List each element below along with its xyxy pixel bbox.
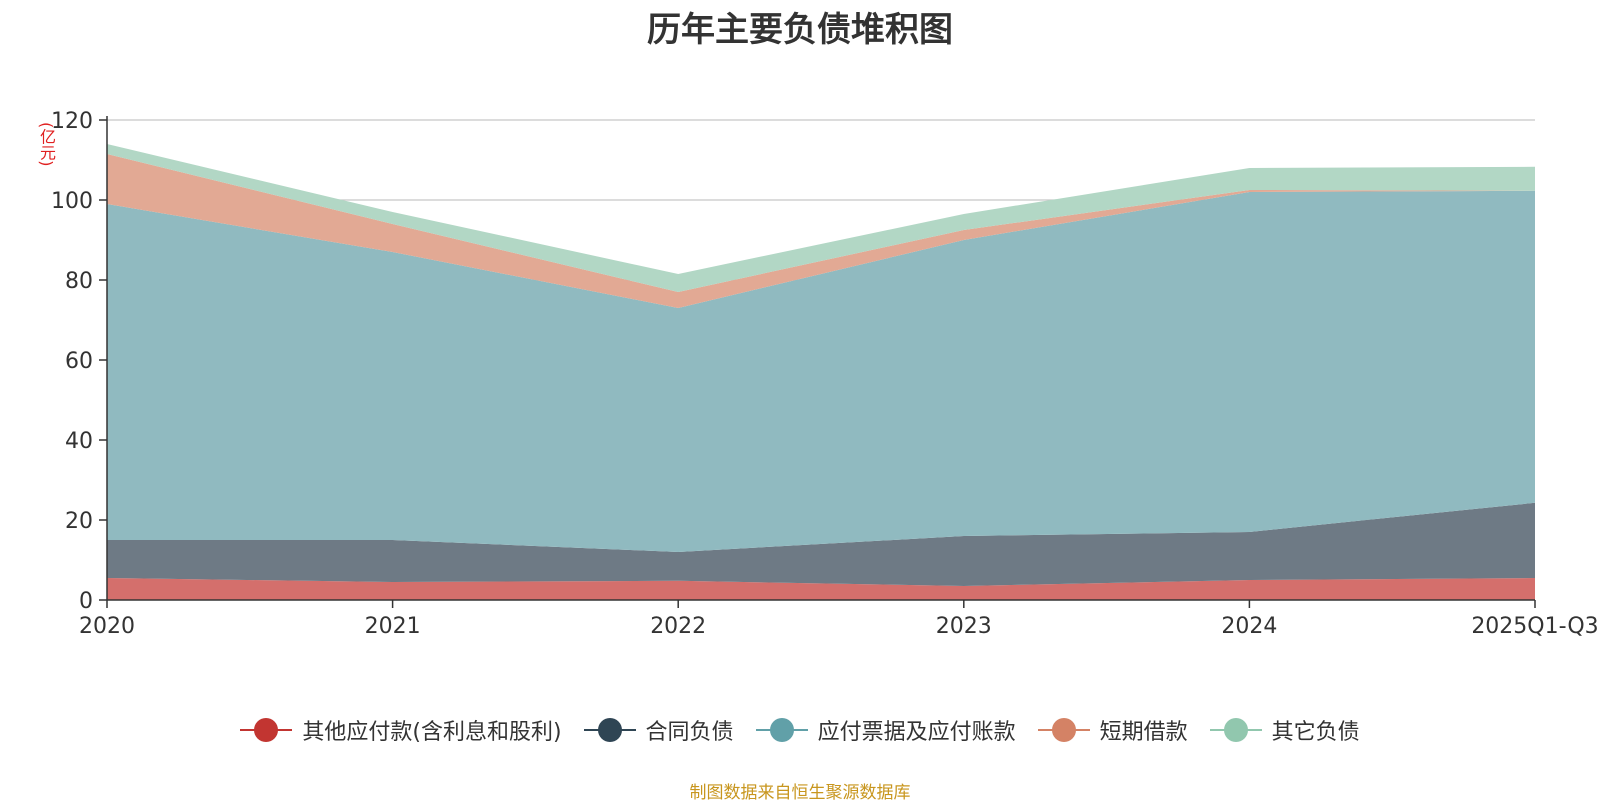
x-tick-label: 2024: [1221, 614, 1277, 639]
y-tick-label: 120: [51, 109, 93, 134]
area-series-2: [107, 190, 1535, 553]
area-series-1: [107, 502, 1535, 586]
y-tick-label: 40: [65, 429, 93, 454]
y-tick-label: 60: [65, 349, 93, 374]
legend-label: 合同负债: [645, 720, 734, 745]
legend-item[interactable]: 其他应付款(含利息和股利): [240, 714, 562, 746]
legend-marker: [755, 717, 808, 743]
legend: 其他应付款(含利息和股利) 合同负债 应付票据及应付账款 短期借款 其它负债: [0, 714, 1600, 746]
legend-item[interactable]: 短期借款: [1037, 714, 1188, 746]
y-axis-unit-label: (亿元): [37, 122, 56, 167]
axes: [99, 116, 1536, 608]
legend-label: 其它负债: [1271, 720, 1360, 745]
legend-label: 短期借款: [1099, 720, 1188, 745]
legend-item[interactable]: 其它负债: [1209, 714, 1360, 746]
legend-marker: [583, 717, 636, 743]
x-tick-label: 2020: [79, 614, 135, 639]
y-tick-label: 0: [79, 589, 93, 614]
legend-item[interactable]: 合同负债: [583, 714, 734, 746]
legend-marker: [1209, 717, 1262, 743]
area-series-0: [107, 578, 1535, 600]
stacked-area-chart: 0 20 40 60 80 100 120 2020 2021 2022 2023 2024 2025Q…: [51, 109, 1599, 639]
x-tick-label: 2025Q1-Q3: [1471, 614, 1598, 639]
tick-labels: 0 20 40 60 80 100 120 2020 2021 2022 2023 2024 2025Q…: [51, 109, 1599, 639]
y-tick-label: 20: [65, 509, 93, 534]
x-tick-label: 2023: [936, 614, 992, 639]
y-tick-label: 80: [65, 269, 93, 294]
x-tick-label: 2021: [365, 614, 421, 639]
legend-label: 应付票据及应付账款: [817, 720, 1016, 745]
area-series-3: [107, 154, 1535, 308]
area-series-4: [107, 144, 1535, 292]
legend-marker: [240, 717, 293, 743]
source-note: 制图数据来自恒生聚源数据库: [689, 783, 911, 803]
area-series-group: [107, 144, 1535, 600]
x-tick-label: 2022: [650, 614, 706, 639]
y-tick-label: 100: [51, 189, 93, 214]
legend-label: 其他应付款(含利息和股利): [302, 720, 562, 745]
chart-title: 历年主要负债堆积图: [647, 10, 953, 50]
legend-marker: [1037, 717, 1090, 743]
legend-item[interactable]: 应付票据及应付账款: [755, 714, 1016, 746]
